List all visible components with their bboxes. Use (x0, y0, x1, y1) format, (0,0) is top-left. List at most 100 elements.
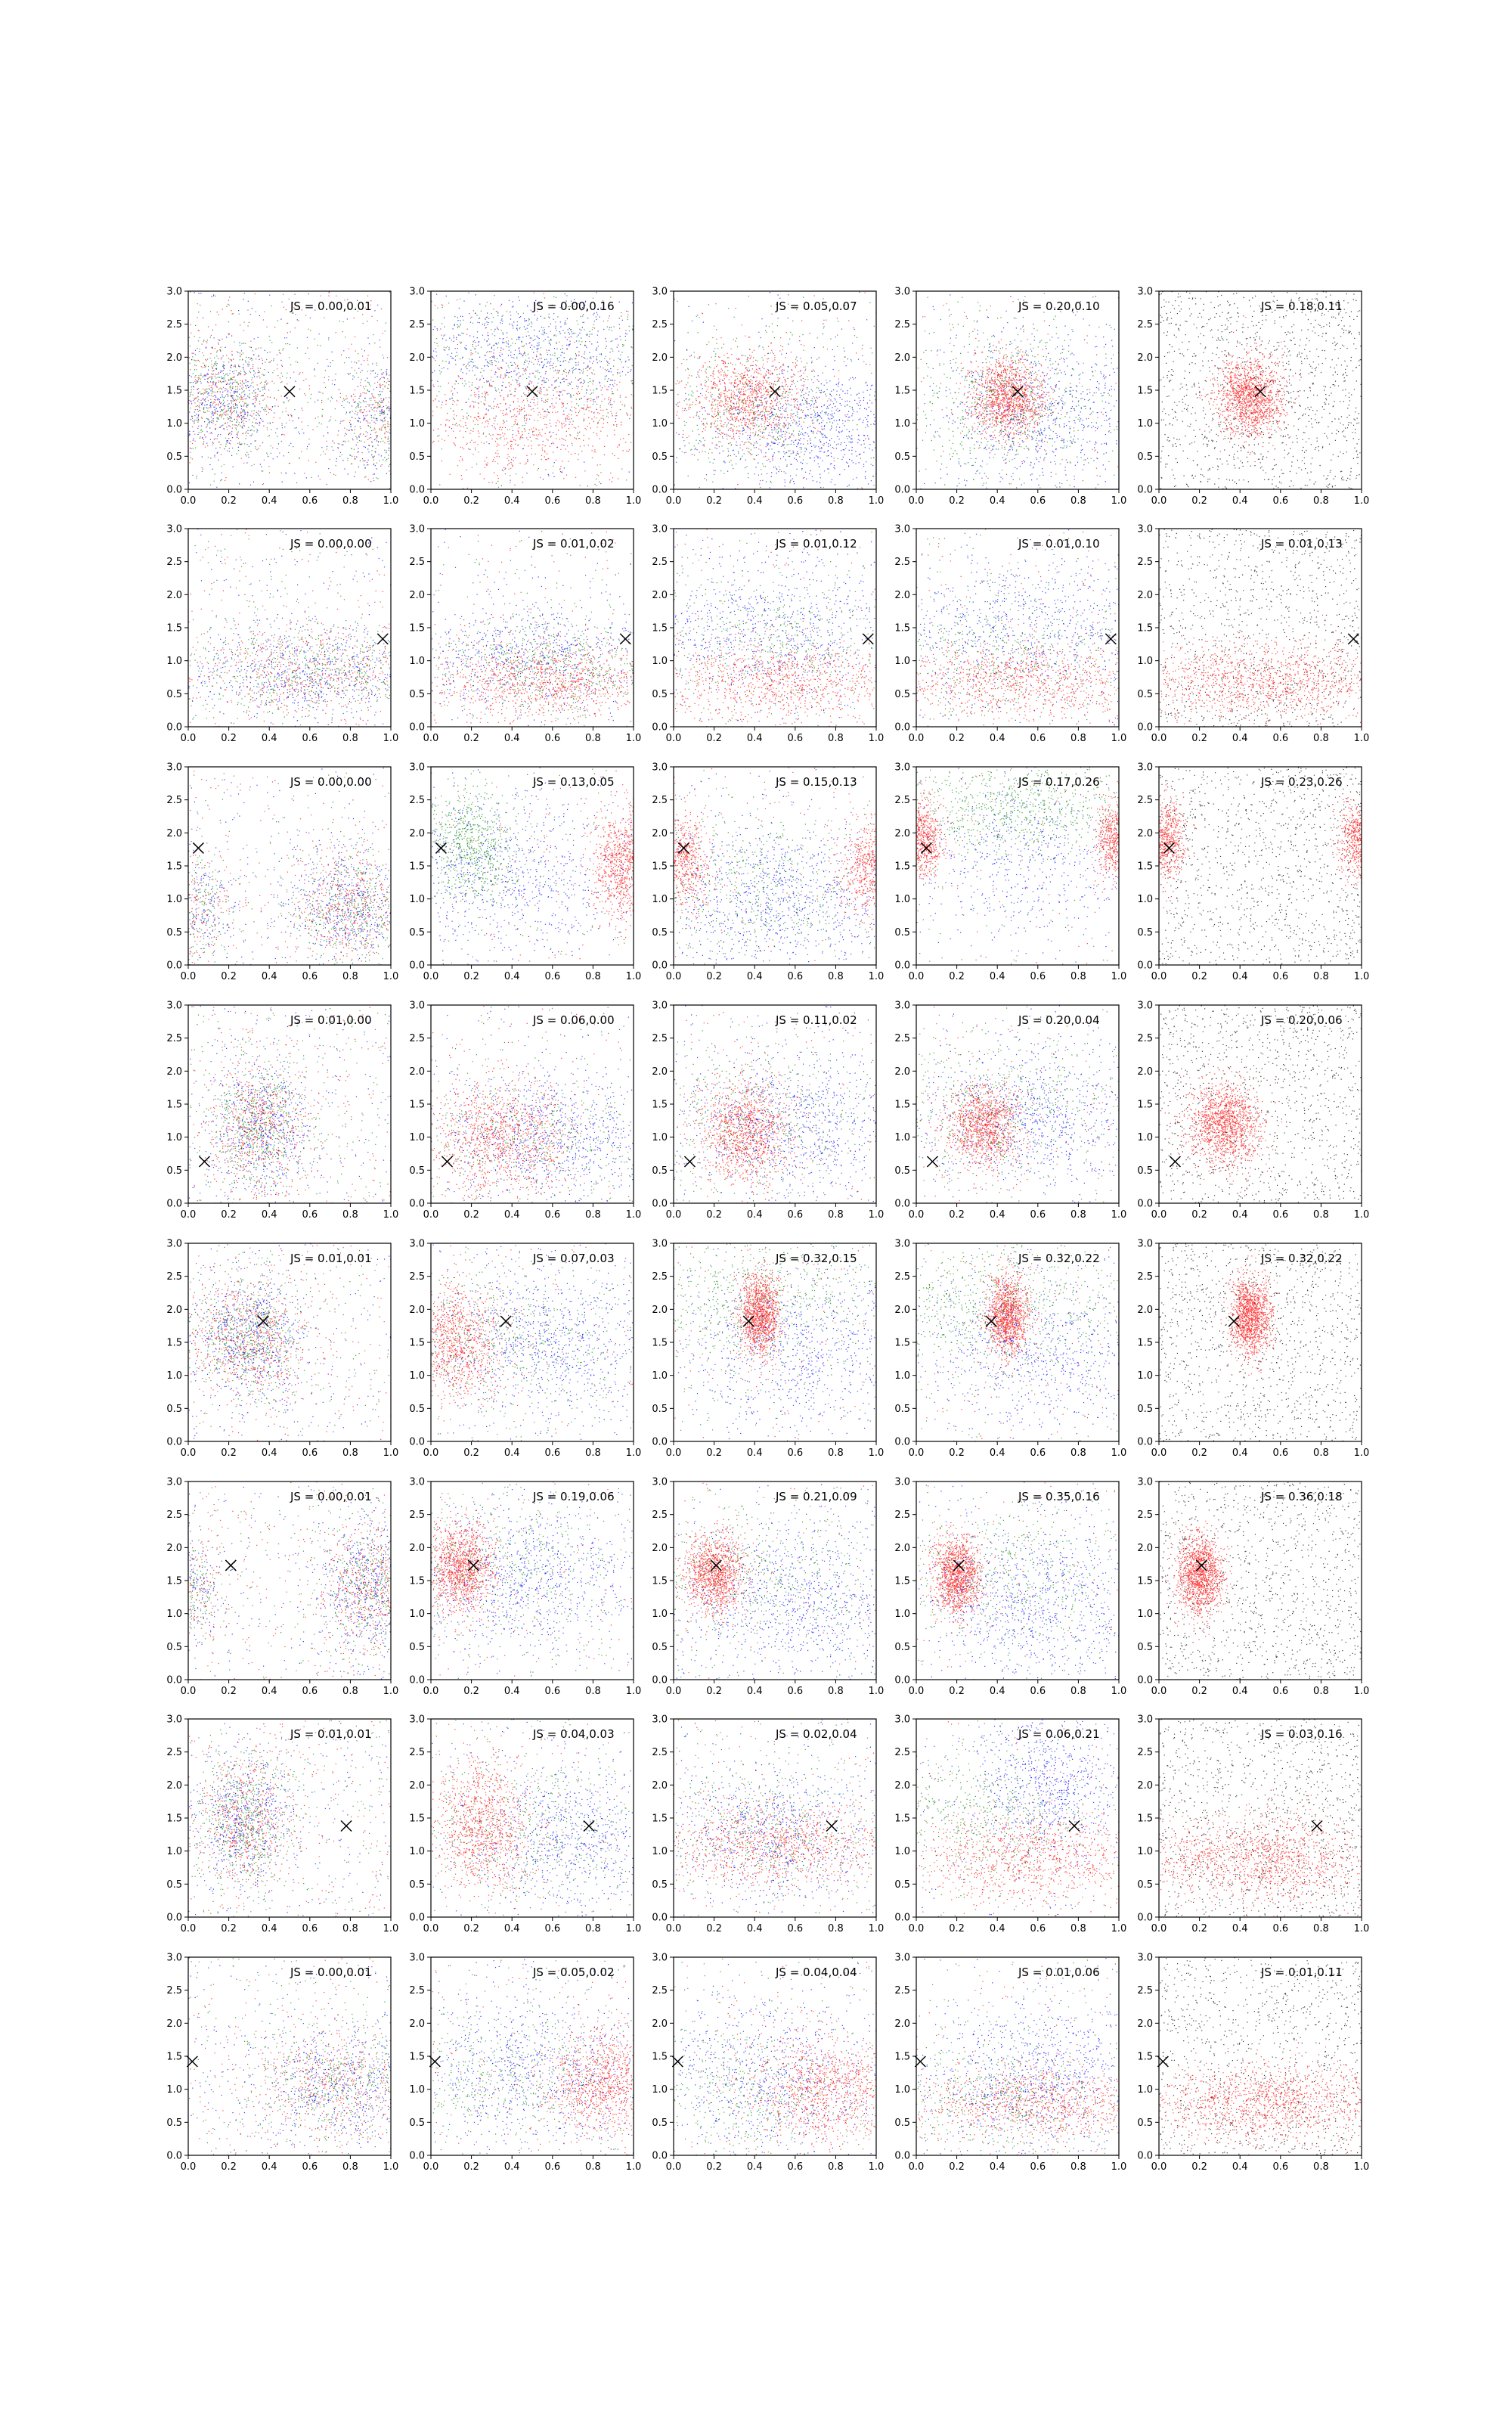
y-tick-label: 3.0 (409, 1714, 425, 1726)
y-tick-label: 1.0 (166, 2084, 182, 2096)
y-tick-label: 1.5 (1137, 2052, 1153, 2063)
scatter-points (916, 1005, 1120, 1204)
js-annotation: JS = 0.05,0.07 (775, 299, 857, 313)
x-tick-label: 0.0 (181, 495, 197, 507)
y-tick-label: 1.0 (894, 418, 910, 430)
y-tick-label: 0.0 (1137, 960, 1153, 972)
x-tick-label: 0.8 (585, 1923, 601, 1934)
x-tick-label: 1.0 (1111, 1923, 1127, 1934)
x-tick-label: 0.2 (949, 2161, 965, 2173)
x-tick-label: 0.4 (1232, 971, 1248, 982)
y-tick-label: 1.5 (166, 1338, 182, 1349)
subplot-r3-c2: 0.0 0.2 0.4 0.6 0.8 1.00.00.51.01.52.02.53.0J… (409, 762, 641, 983)
y-tick-label: 3.0 (894, 1953, 910, 1964)
y-tick-label: 1.5 (894, 623, 910, 634)
y-tick-label: 1.5 (1137, 386, 1153, 397)
x-tick-label: 0.6 (544, 1923, 560, 1934)
x-tick-label: 0.4 (504, 971, 520, 982)
point-cloud (431, 1243, 633, 1441)
y-tick-label: 0.0 (894, 1913, 910, 1924)
x-tick-label: 0.0 (181, 1923, 197, 1934)
y-tick-label: 1.5 (652, 2052, 668, 2063)
y-tick-label: 0.5 (652, 1165, 668, 1177)
js-annotation: JS = 0.21,0.09 (775, 1490, 857, 1503)
axes-frame (674, 1481, 876, 1680)
point-cloud (674, 1488, 876, 1680)
y-tick-label: 0.0 (1137, 722, 1153, 734)
scatter-points (674, 1958, 876, 2156)
x-tick-label: 1.0 (626, 1686, 642, 1697)
point-cloud (188, 1245, 391, 1441)
y-tick-label: 2.0 (409, 352, 425, 364)
axes-frame (1159, 1719, 1362, 1917)
x-tick-label: 0.4 (990, 733, 1005, 744)
y-tick-label: 0.5 (894, 1879, 910, 1891)
subplot-r8-c5: 0.0 0.2 0.4 0.6 0.8 1.00.00.51.01.52.02.53.0J… (1137, 1953, 1369, 2173)
axes-frame (674, 1243, 876, 1441)
x-marker (193, 842, 203, 853)
subplot-r3-c4: 0.0 0.2 0.4 0.6 0.8 1.00.00.51.01.52.02.53.0J… (894, 762, 1126, 983)
y-tick-label: 3.0 (894, 1714, 910, 1726)
y-tick-label: 1.0 (1137, 1609, 1153, 1620)
point-cloud (431, 1483, 634, 1680)
x-tick-label: 0.4 (504, 1923, 520, 1934)
y-tick-label: 2.0 (409, 1305, 425, 1316)
x-tick-label: 1.0 (1111, 733, 1127, 744)
y-tick-label: 0.5 (1137, 1404, 1153, 1415)
y-tick-label: 0.5 (1137, 451, 1153, 463)
x-tick-label: 0.8 (1070, 1447, 1086, 1459)
y-tick-label: 1.0 (409, 894, 425, 905)
scatter-points (1159, 529, 1362, 728)
y-tick-label: 1.0 (409, 656, 425, 667)
axes-frame (674, 1719, 876, 1917)
y-tick-label: 2.0 (409, 1780, 425, 1792)
y-tick-label: 0.0 (409, 1199, 425, 1210)
js-annotation: JS = 0.01,0.06 (1018, 1965, 1100, 1979)
y-tick-label: 1.5 (894, 386, 910, 397)
scatter-points (1159, 1243, 1362, 1442)
y-tick-label: 1.0 (652, 1370, 668, 1382)
x-tick-label: 0.4 (1232, 1209, 1248, 1221)
x-tick-label: 0.8 (1313, 1923, 1329, 1934)
axes-frame (916, 1719, 1119, 1917)
y-tick-label: 1.0 (894, 656, 910, 667)
point-cloud (916, 1720, 1120, 1916)
x-tick-label: 0.2 (949, 495, 965, 507)
scatter-points (431, 1481, 634, 1680)
x-marker (442, 1156, 452, 1167)
y-tick-label: 1.5 (409, 623, 425, 634)
x-tick-label: 0.8 (1070, 733, 1086, 744)
y-tick-label: 3.0 (409, 1953, 425, 1964)
y-tick-label: 0.5 (1137, 2118, 1153, 2129)
x-tick-label: 0.2 (1191, 971, 1207, 982)
y-tick-label: 2.0 (652, 2018, 668, 2030)
x-tick-label: 0.4 (504, 495, 520, 507)
y-tick-label: 3.0 (166, 1239, 182, 1250)
y-tick-label: 1.0 (1137, 656, 1153, 667)
point-cloud (188, 1723, 392, 1918)
x-tick-label: 0.8 (1313, 1447, 1329, 1459)
x-tick-label: 0.8 (1070, 1209, 1086, 1221)
y-tick-label: 3.0 (1137, 1477, 1153, 1488)
x-marker (435, 842, 446, 853)
y-tick-label: 0.5 (409, 1642, 425, 1653)
subplot-r7-c1: 0.0 0.2 0.4 0.6 0.8 1.00.00.51.01.52.02.53.0J… (166, 1714, 398, 1935)
x-tick-label: 0.2 (221, 971, 237, 982)
y-tick-label: 2.5 (652, 1509, 668, 1521)
point-cloud (1159, 1243, 1362, 1442)
y-tick-label: 2.5 (409, 795, 425, 806)
x-marker (527, 386, 538, 397)
x-tick-label: 0.8 (342, 1923, 358, 1934)
x-tick-label: 0.4 (747, 733, 763, 744)
x-tick-label: 0.2 (1191, 733, 1207, 744)
x-tick-label: 0.4 (1232, 1923, 1248, 1934)
point-cloud (1160, 1785, 1362, 1916)
y-tick-label: 0.0 (652, 1199, 668, 1210)
x-tick-label: 0.0 (1151, 971, 1167, 982)
x-tick-label: 0.8 (585, 1686, 601, 1697)
subplot-r7-c3: 0.0 0.2 0.4 0.6 0.8 1.00.00.51.01.52.02.53.0J… (652, 1714, 884, 1935)
point-cloud (1159, 529, 1362, 728)
x-tick-label: 0.6 (1272, 1686, 1288, 1697)
y-tick-label: 3.0 (166, 1477, 182, 1488)
y-tick-label: 2.5 (409, 1271, 425, 1283)
